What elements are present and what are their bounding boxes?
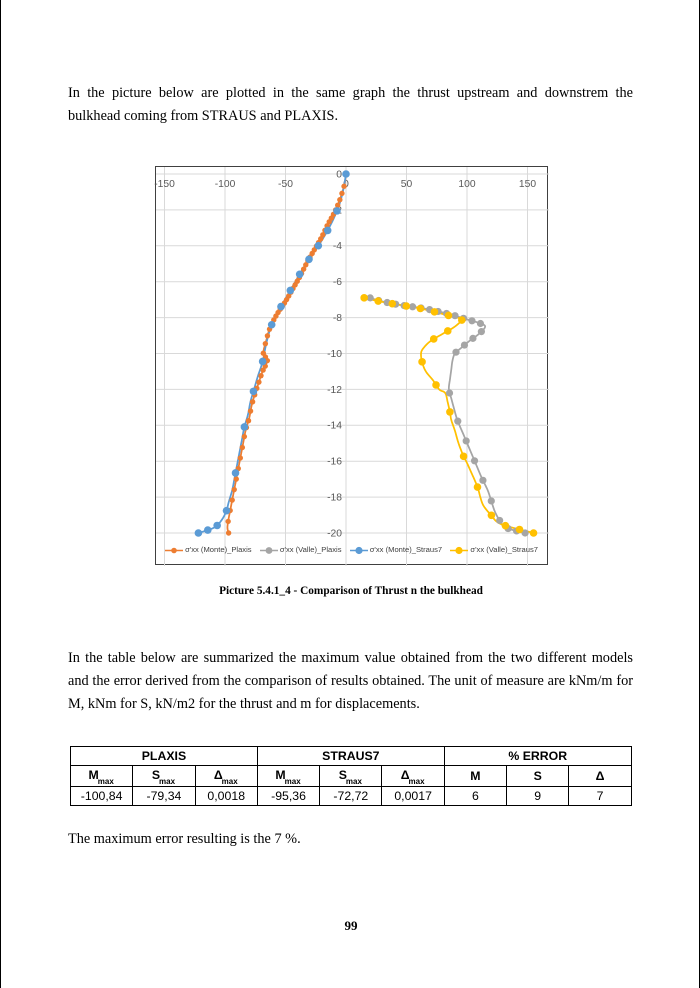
svg-text:-8: -8: [333, 313, 342, 324]
svg-text:0: 0: [336, 169, 342, 180]
svg-text:-20: -20: [327, 528, 342, 539]
svg-text:150: 150: [519, 179, 536, 190]
svg-text:-16: -16: [327, 457, 342, 468]
svg-text:-6: -6: [333, 277, 342, 288]
svg-text:-150: -150: [154, 179, 175, 190]
svg-text:-12: -12: [327, 385, 342, 396]
svg-text:100: 100: [458, 179, 475, 190]
svg-text:-50: -50: [278, 179, 293, 190]
svg-text:-100: -100: [215, 179, 236, 190]
svg-text:-4: -4: [333, 241, 342, 252]
svg-text:50: 50: [401, 179, 413, 190]
svg-text:-14: -14: [327, 421, 342, 432]
svg-text:-18: -18: [327, 493, 342, 504]
svg-text:-10: -10: [327, 349, 342, 360]
